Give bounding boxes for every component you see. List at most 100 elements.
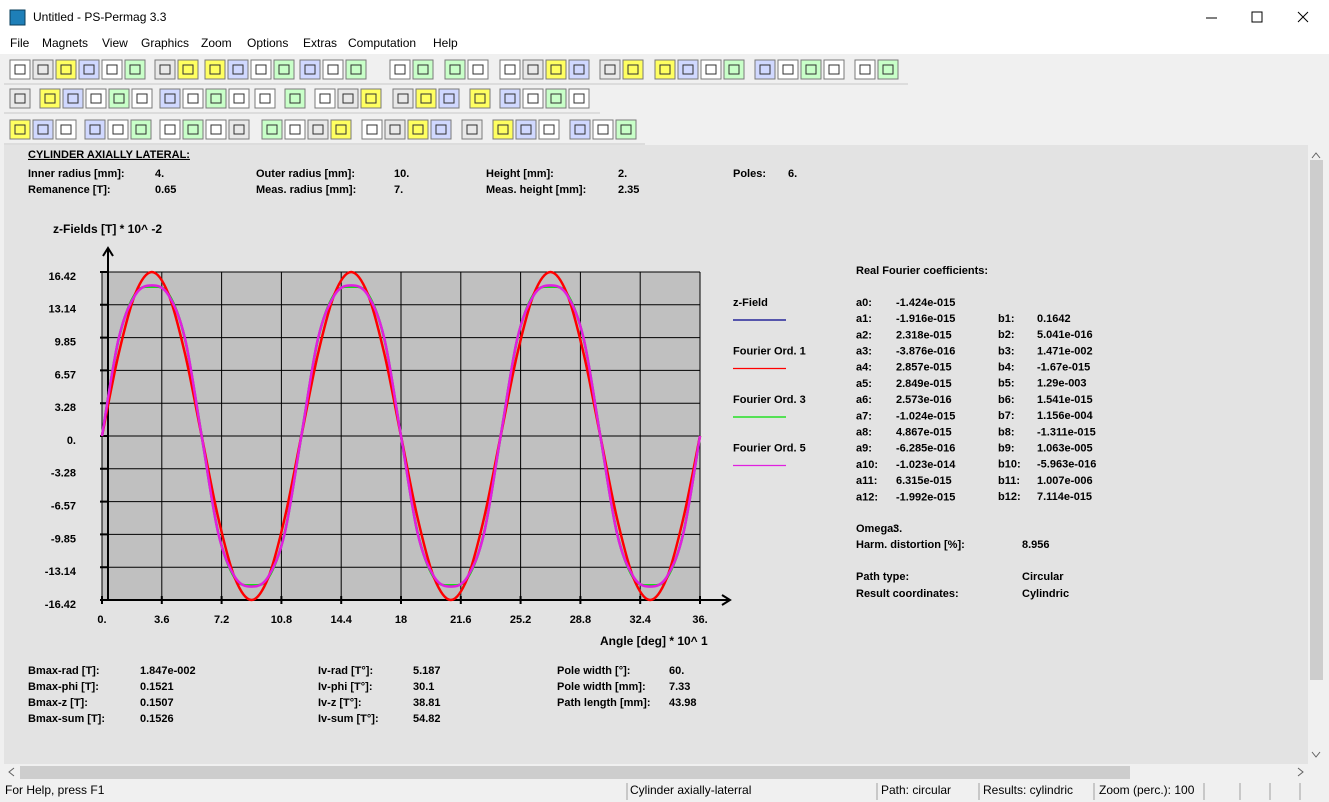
toolbar-button[interactable] — [182, 88, 204, 109]
toolbar-button[interactable] — [284, 119, 306, 140]
toolbar-button[interactable] — [361, 119, 383, 140]
vertical-scroll-thumb[interactable] — [1310, 160, 1323, 680]
menu-item[interactable]: View — [102, 36, 128, 50]
toolbar-button[interactable] — [499, 88, 521, 109]
toolbar-button[interactable] — [205, 88, 227, 109]
toolbar-button[interactable] — [360, 88, 382, 109]
toolbar-button[interactable] — [654, 59, 676, 80]
menu-item[interactable]: Options — [247, 36, 288, 50]
toolbar-button[interactable] — [469, 88, 491, 109]
toolbar-button[interactable] — [438, 88, 460, 109]
toolbar-button[interactable] — [337, 88, 359, 109]
toolbar-button[interactable] — [777, 59, 799, 80]
menu-item[interactable]: Zoom — [201, 36, 232, 50]
toolbar-button[interactable] — [284, 88, 306, 109]
toolbar-button[interactable] — [345, 59, 367, 80]
menu-item[interactable]: Magnets — [42, 36, 88, 50]
toolbar-button[interactable] — [515, 119, 537, 140]
toolbar-button[interactable] — [9, 59, 31, 80]
toolbar-button[interactable] — [492, 119, 514, 140]
toolbar-button[interactable] — [62, 88, 84, 109]
toolbar-button[interactable] — [461, 119, 483, 140]
toolbar-button[interactable] — [700, 59, 722, 80]
toolbar-button[interactable] — [261, 119, 283, 140]
toolbar-button[interactable] — [9, 119, 31, 140]
scroll-up-arrow[interactable] — [1311, 152, 1321, 159]
toolbar-button[interactable] — [131, 88, 153, 109]
toolbar-button[interactable] — [877, 59, 899, 80]
toolbar-button[interactable] — [299, 59, 321, 80]
toolbar-button[interactable] — [677, 59, 699, 80]
horizontal-scroll-thumb[interactable] — [20, 766, 1130, 779]
toolbar-button[interactable] — [467, 59, 489, 80]
toolbar-button[interactable] — [568, 59, 590, 80]
toolbar-button[interactable] — [228, 88, 250, 109]
toolbar-button[interactable] — [108, 88, 130, 109]
toolbar-button[interactable] — [592, 119, 614, 140]
toolbar-button[interactable] — [407, 119, 429, 140]
toolbar-button[interactable] — [182, 119, 204, 140]
close-button[interactable] — [1297, 11, 1309, 23]
menu-item[interactable]: Graphics — [141, 36, 189, 50]
toolbar-button[interactable] — [254, 88, 276, 109]
toolbar-button[interactable] — [39, 88, 61, 109]
toolbar-button[interactable] — [124, 59, 146, 80]
toolbar-button[interactable] — [159, 119, 181, 140]
menu-item[interactable]: Computation — [348, 36, 416, 50]
menu-item[interactable]: File — [10, 36, 30, 50]
toolbar-button[interactable] — [415, 88, 437, 109]
toolbar-button[interactable] — [384, 119, 406, 140]
toolbar-button[interactable] — [159, 88, 181, 109]
toolbar-button[interactable] — [154, 59, 176, 80]
toolbar-button[interactable] — [754, 59, 776, 80]
toolbar-button[interactable] — [823, 59, 845, 80]
toolbar-button[interactable] — [723, 59, 745, 80]
toolbar-button[interactable] — [389, 59, 411, 80]
maximize-button[interactable] — [1251, 11, 1263, 23]
toolbar-button[interactable] — [392, 88, 414, 109]
toolbar-button[interactable] — [32, 59, 54, 80]
toolbar-button[interactable] — [615, 119, 637, 140]
toolbar-button[interactable] — [130, 119, 152, 140]
scroll-right-arrow[interactable] — [1297, 767, 1304, 777]
toolbar-button[interactable] — [227, 59, 249, 80]
toolbar-button[interactable] — [273, 59, 295, 80]
toolbar-button[interactable] — [9, 88, 31, 109]
toolbar-button[interactable] — [177, 59, 199, 80]
toolbar-button[interactable] — [250, 59, 272, 80]
toolbar-button[interactable] — [84, 119, 106, 140]
toolbar-button[interactable] — [55, 59, 77, 80]
toolbar-button[interactable] — [314, 88, 336, 109]
toolbar-button[interactable] — [545, 88, 567, 109]
toolbar-button[interactable] — [568, 88, 590, 109]
toolbar-button[interactable] — [430, 119, 452, 140]
toolbar-button[interactable] — [85, 88, 107, 109]
toolbar-button[interactable] — [854, 59, 876, 80]
toolbar-button[interactable] — [444, 59, 466, 80]
scroll-down-arrow[interactable] — [1311, 751, 1321, 758]
toolbar-button[interactable] — [322, 59, 344, 80]
toolbar-button[interactable] — [545, 59, 567, 80]
toolbar-button[interactable] — [499, 59, 521, 80]
toolbar-button[interactable] — [800, 59, 822, 80]
toolbar-button[interactable] — [412, 59, 434, 80]
toolbar-button[interactable] — [538, 119, 560, 140]
toolbar-button[interactable] — [101, 59, 123, 80]
toolbar-button[interactable] — [78, 59, 100, 80]
toolbar-button[interactable] — [307, 119, 329, 140]
toolbar-button[interactable] — [522, 88, 544, 109]
toolbar-button[interactable] — [228, 119, 250, 140]
toolbar-button[interactable] — [55, 119, 77, 140]
toolbar-button[interactable] — [204, 59, 226, 80]
toolbar-button[interactable] — [205, 119, 227, 140]
toolbar-button[interactable] — [32, 119, 54, 140]
menu-item[interactable]: Extras — [303, 36, 337, 50]
toolbar-button[interactable] — [522, 59, 544, 80]
scroll-left-arrow[interactable] — [8, 767, 15, 777]
toolbar-button[interactable] — [622, 59, 644, 80]
menu-item[interactable]: Help — [433, 36, 458, 50]
toolbar-button[interactable] — [599, 59, 621, 80]
toolbar-button[interactable] — [107, 119, 129, 140]
toolbar-button[interactable] — [569, 119, 591, 140]
toolbar-button[interactable] — [330, 119, 352, 140]
